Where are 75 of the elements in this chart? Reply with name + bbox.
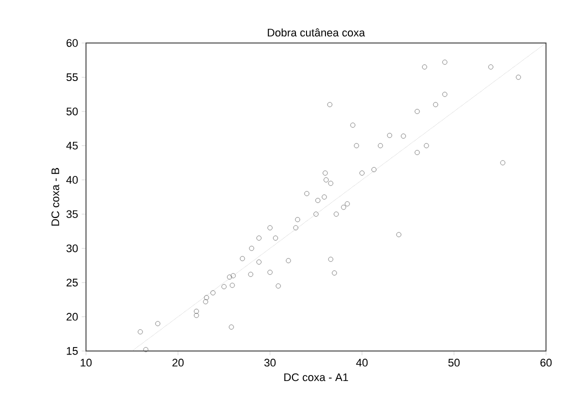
y-tick-label: 35 [66,210,78,218]
point [371,167,376,172]
point [516,74,521,80]
point [210,290,216,296]
y-tick-label: 30 [66,244,78,252]
point [442,60,448,65]
point [295,217,300,222]
point [268,225,272,230]
point [248,272,254,277]
y-tick-label: 50 [66,108,78,116]
point [155,321,160,326]
x-tick-label: 50 [448,358,460,367]
y-tick-label: 45 [66,142,78,150]
point [143,347,148,352]
y-tick-label: 15 [66,347,78,355]
point [324,177,329,182]
point [276,283,281,288]
point [378,143,383,148]
point [240,256,245,262]
point [334,212,339,217]
point [230,273,236,278]
point [354,143,359,148]
point [256,236,262,241]
point [328,256,334,262]
x-tick-label: 10 [80,358,92,367]
point [273,236,278,241]
point [396,232,402,238]
point [293,225,298,230]
point [249,246,254,251]
point [442,92,448,97]
y-tick-label: 25 [66,278,78,286]
y-tick-label: 55 [66,73,78,82]
point [414,150,420,156]
point [387,132,392,138]
chart-title: Dobra cutânea coxa [268,28,366,36]
point [414,108,420,114]
point [350,122,356,128]
point [328,180,334,186]
y-tick-label: 60 [66,39,78,47]
y-tick-label: 40 [66,176,78,184]
x-tick-label: 20 [172,358,184,367]
point [360,170,364,176]
point [341,204,346,210]
point [488,64,494,70]
point [268,270,272,275]
point [433,102,438,108]
point [203,299,208,304]
point [332,270,337,276]
point [304,191,310,196]
point [222,284,226,290]
x-tick-label: 30 [264,358,276,367]
point [230,282,235,288]
point [314,212,318,217]
x-axis-title: DC coxa - A1 [284,373,348,382]
point [138,329,143,334]
point [228,324,234,330]
x-tick-label: 40 [356,358,368,367]
point [322,194,327,200]
point [500,160,506,166]
y-tick-label: 20 [66,312,78,321]
point [194,308,199,314]
point [422,64,428,70]
point [344,201,350,206]
point [400,134,406,139]
point [322,170,328,176]
point [424,143,429,148]
point [194,312,199,318]
y-axis-title: DC coxa - B [51,168,60,226]
point [286,258,291,264]
point [204,295,210,300]
point [315,198,320,203]
point [227,274,232,280]
point [327,102,332,108]
x-tick-label: 60 [540,358,552,367]
point [256,260,262,265]
